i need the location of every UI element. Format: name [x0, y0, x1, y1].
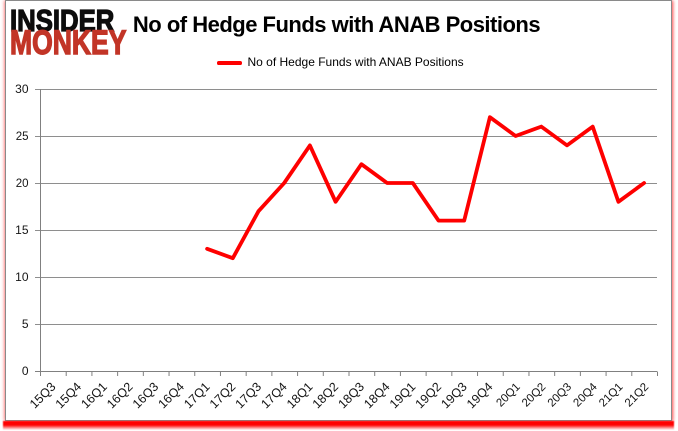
svg-text:16Q1: 16Q1 — [78, 380, 110, 412]
svg-text:15Q4: 15Q4 — [53, 380, 85, 412]
svg-text:18Q4: 18Q4 — [361, 380, 393, 412]
svg-text:18Q2: 18Q2 — [310, 380, 342, 412]
svg-text:19Q3: 19Q3 — [438, 380, 470, 412]
svg-text:30: 30 — [15, 82, 29, 96]
svg-text:0: 0 — [22, 364, 29, 378]
svg-text:18Q1: 18Q1 — [284, 380, 316, 412]
svg-text:19Q1: 19Q1 — [387, 380, 419, 412]
svg-text:20Q3: 20Q3 — [546, 381, 574, 409]
svg-text:15: 15 — [15, 223, 29, 237]
svg-text:16Q4: 16Q4 — [155, 380, 187, 412]
svg-text:16Q2: 16Q2 — [104, 380, 136, 412]
svg-text:20Q1: 20Q1 — [494, 381, 522, 409]
svg-text:10: 10 — [15, 270, 29, 284]
svg-text:19Q4: 19Q4 — [464, 380, 496, 412]
svg-text:20Q2: 20Q2 — [520, 381, 548, 409]
svg-text:21Q2: 21Q2 — [623, 381, 651, 409]
svg-text:15Q3: 15Q3 — [27, 380, 59, 412]
svg-text:5: 5 — [22, 317, 29, 331]
svg-text:17Q1: 17Q1 — [181, 380, 213, 412]
svg-text:21Q1: 21Q1 — [597, 381, 625, 409]
svg-text:20: 20 — [16, 178, 29, 190]
svg-text:16Q3: 16Q3 — [130, 380, 162, 412]
svg-text:17Q4: 17Q4 — [258, 380, 290, 412]
svg-text:20Q4: 20Q4 — [571, 381, 600, 410]
svg-text:19Q2: 19Q2 — [413, 380, 445, 412]
svg-text:17Q2: 17Q2 — [207, 380, 239, 412]
svg-text:18Q3: 18Q3 — [335, 380, 367, 412]
svg-text:17Q3: 17Q3 — [233, 380, 265, 412]
svg-text:25: 25 — [16, 131, 29, 143]
